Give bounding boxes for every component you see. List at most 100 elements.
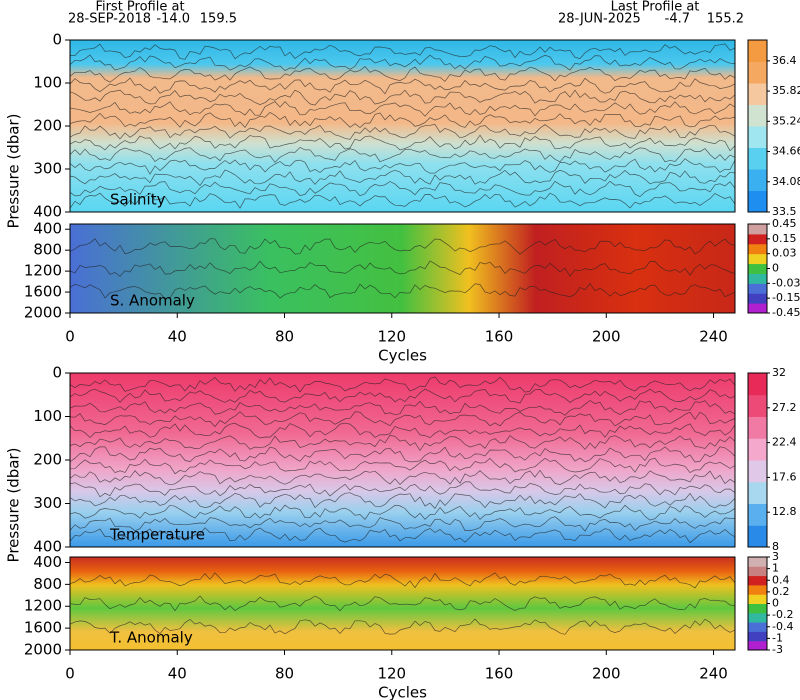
x-tick-label: 240 [699,328,728,346]
y-tick-label: 800 [33,241,62,259]
colorbar-tick-label: 0.45 [772,217,797,230]
colorbar-swatch [748,594,767,604]
colorbar-swatch [748,394,767,417]
contour-line [69,124,736,140]
contour-line [69,446,736,463]
x-tick-label: 160 [485,665,514,683]
contour-line [69,422,736,439]
y-tick-label: 200 [33,117,62,135]
contour-line [69,146,736,163]
x-axis-label: Cycles [378,347,427,365]
first-profile-label: First Profile at [95,0,184,15]
y-tick-label: 1600 [24,283,62,301]
colorbar-swatch [748,169,767,191]
colorbar-tick-label: 12.8 [772,505,797,518]
y-tick-label: 2000 [24,641,62,659]
colorbar-tick-label: -3 [772,643,783,656]
x-tick-label: 120 [377,665,406,683]
contour-line [69,595,736,612]
y-tick-label: 400 [33,538,62,556]
y-tick-label: 2000 [24,304,62,322]
colorbar-tick-label: 33.5 [772,205,797,218]
panel-label: T. Anomaly [109,629,193,647]
colorbar-tick-label: 0.15 [772,232,797,245]
colorbar-tick-label: 0.03 [772,247,797,260]
x-tick-label: 120 [377,328,406,346]
colorbar-tick-label: 34.08 [772,175,800,188]
colorbar-tick-label: 34.66 [772,145,800,158]
x-tick-label: 200 [592,665,621,683]
colorbar-swatch [748,61,767,84]
contour-line [69,492,736,509]
colorbar-swatch [748,557,767,567]
contour-line [69,158,736,175]
plot-frame [69,223,736,314]
contour-line [69,101,736,117]
y-tick-label: 400 [33,553,62,571]
contour-line [69,572,736,589]
y-axis-label: Pressure (dbar) [5,114,23,229]
contour-line [69,169,736,187]
y-tick-label: 800 [33,575,62,593]
colorbar-swatch [748,622,767,632]
last-profile-date: 28-JUN-2025 [558,12,641,27]
colorbar-swatch [748,104,767,127]
x-tick-label: 80 [275,665,294,683]
colorbar-swatch [748,243,767,255]
first-profile-date: 28-SEP-2018 [68,12,151,27]
colorbar-tick-label: 1 [772,562,779,575]
contour-line [69,504,736,521]
contour-line [69,434,736,452]
x-tick-label: 80 [275,328,294,346]
x-tick-label: 40 [168,328,187,346]
colorbar-tick-label: 32 [772,366,786,379]
x-axis-label: Cycles [378,684,427,700]
colorbar-swatch [748,438,767,461]
contour-line [69,238,736,255]
colorbar-swatch [748,303,767,314]
y-axis-label: Pressure (dbar) [5,448,23,563]
y-tick-label: 1200 [24,262,62,280]
colorbar-tick-label: 8 [772,540,779,553]
first-profile-lat: -14.0 [156,12,190,27]
y-tick-label: 300 [33,494,62,512]
contour-line [69,469,736,486]
colorbar-swatch [748,373,767,396]
panel-label: Temperature [109,526,205,544]
x-tick-label: 240 [699,665,728,683]
contour-line [69,618,736,635]
panel-label: Salinity [110,191,166,209]
colorbar-swatch [748,293,767,304]
y-tick-label: 100 [33,407,62,425]
colorbar-swatch [748,233,767,245]
contour-line [69,481,736,498]
contour-line [69,43,736,60]
contour-line [69,54,736,72]
first-profile-lon: 159.5 [200,12,237,27]
colorbar-swatch [748,40,767,62]
colorbar-swatch [748,126,767,148]
x-tick-label: 40 [168,665,187,683]
colorbar-swatch [748,612,767,623]
colorbar-tick-label: 35.24 [772,114,800,127]
colorbar-tick-label: 35.82 [772,84,800,97]
colorbar-tick-label: 0.4 [772,573,790,586]
contour-line [69,260,736,277]
contour-line [69,180,736,198]
contour-line [69,77,736,95]
last-profile-lat: -4.7 [665,12,690,27]
colorbar-tick-label: -1 [772,631,783,644]
y-tick-label: 1200 [24,597,62,615]
y-tick-label: 400 [33,203,62,221]
colorbar-swatch [748,224,767,235]
contour-line [69,89,736,106]
plot-frame [69,556,736,651]
contour-line [69,376,736,393]
colorbar-swatch [748,566,767,577]
colorbar-tick-label: -0.45 [772,306,800,319]
colorbar-tick-label: 3 [772,550,779,563]
contour-line [69,516,736,532]
colorbar-swatch [748,190,767,213]
contour-line [69,134,736,152]
